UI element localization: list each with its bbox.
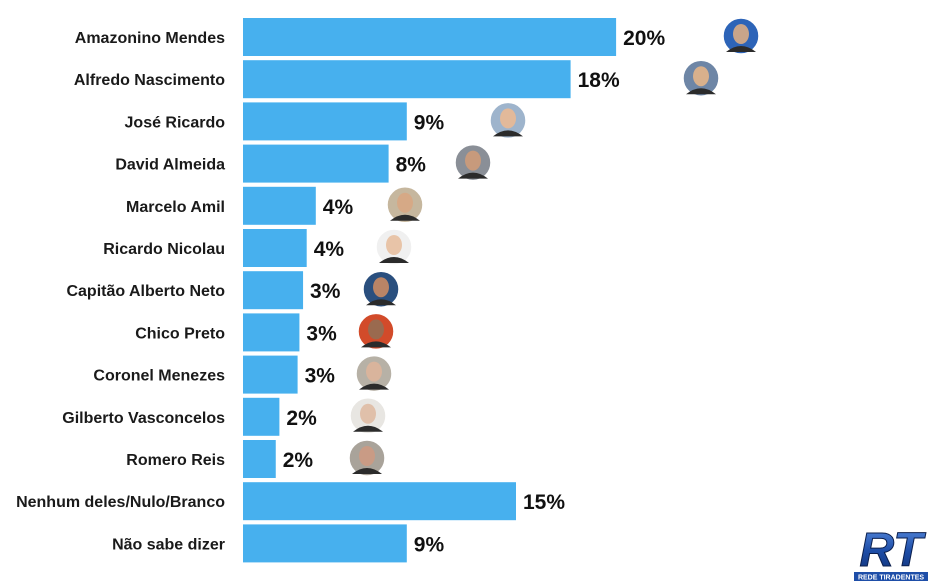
category-label: Ricardo Nicolau [103, 241, 225, 258]
value-label: 15% [523, 491, 565, 514]
category-label: Chico Preto [135, 325, 225, 342]
photo-shoulders [379, 257, 409, 263]
value-label: 3% [310, 280, 341, 303]
photo-shoulders [390, 214, 420, 221]
category-label: Capitão Alberto Neto [66, 283, 225, 300]
marcelo-photo-icon [386, 186, 424, 224]
alberto-neto-photo-icon [362, 270, 400, 308]
bar-2 [243, 102, 407, 141]
category-label: Não sabe dizer [112, 536, 225, 553]
bar-12 [243, 524, 407, 563]
bar-11 [243, 482, 516, 521]
photo-shoulders [726, 46, 756, 52]
category-label: José Ricardo [125, 114, 226, 131]
photo-face [386, 235, 402, 255]
photo-face [500, 108, 516, 129]
romero-photo-icon [348, 439, 386, 477]
value-label: 4% [314, 238, 345, 261]
photo-face [368, 319, 384, 340]
svg-text:REDE TIRADENTES: REDE TIRADENTES [858, 575, 924, 582]
value-label: 9% [414, 533, 445, 556]
category-label: Alfredo Nascimento [74, 72, 225, 89]
value-label: 18% [578, 69, 620, 92]
photo-shoulders [458, 172, 488, 179]
bar-4 [243, 186, 316, 225]
category-label: Amazonino Mendes [75, 30, 225, 47]
category-label: Romero Reis [126, 452, 225, 469]
value-label: 3% [305, 365, 336, 388]
photo-shoulders [359, 383, 389, 390]
value-label: 9% [414, 111, 445, 134]
value-label: 2% [283, 449, 314, 472]
photo-shoulders [366, 299, 396, 306]
category-label: David Almeida [115, 157, 225, 174]
bar-1 [243, 60, 571, 99]
chico-preto-photo-icon [357, 312, 395, 351]
category-label: Gilberto Vasconcelos [62, 410, 225, 427]
value-label: 4% [323, 196, 354, 219]
value-label: 3% [306, 322, 337, 345]
amazonino-photo-icon [722, 17, 760, 55]
rede-tiradentes-logo: RT REDE TIRADENTES [852, 524, 930, 582]
photo-face [397, 192, 413, 213]
bar-6 [243, 271, 304, 310]
category-label: Nenhum deles/Nulo/Branco [16, 494, 225, 511]
david-photo-icon [454, 143, 492, 182]
bar-9 [243, 397, 280, 436]
category-label: Marcelo Amil [126, 199, 225, 216]
photo-face [360, 403, 376, 424]
jose-ricardo-photo-icon [489, 101, 527, 140]
bar-10 [243, 440, 276, 478]
photo-shoulders [353, 425, 383, 432]
photo-face [359, 446, 375, 466]
bar-8 [243, 355, 298, 394]
photo-shoulders [686, 88, 716, 95]
photo-shoulders [361, 341, 391, 348]
photo-shoulders [493, 130, 523, 137]
alfredo-photo-icon [682, 59, 720, 97]
value-label: 20% [623, 27, 665, 50]
bar-3 [243, 144, 389, 183]
photo-shoulders [352, 468, 382, 474]
bar-0 [243, 18, 617, 56]
photo-face [465, 150, 481, 171]
photo-face [693, 66, 709, 87]
photo-face [366, 361, 382, 382]
gilberto-photo-icon [349, 397, 387, 435]
bar-7 [243, 313, 300, 352]
bar-5 [243, 229, 307, 267]
ricardo-nicolau-photo-icon [375, 228, 413, 266]
value-label: 2% [286, 407, 317, 430]
photo-face [373, 277, 389, 298]
value-label: 8% [396, 154, 427, 177]
photo-face [733, 24, 749, 44]
coronel-menezes-photo-icon [355, 354, 393, 393]
category-label: Coronel Menezes [93, 368, 225, 385]
svg-text:RT: RT [859, 524, 926, 577]
